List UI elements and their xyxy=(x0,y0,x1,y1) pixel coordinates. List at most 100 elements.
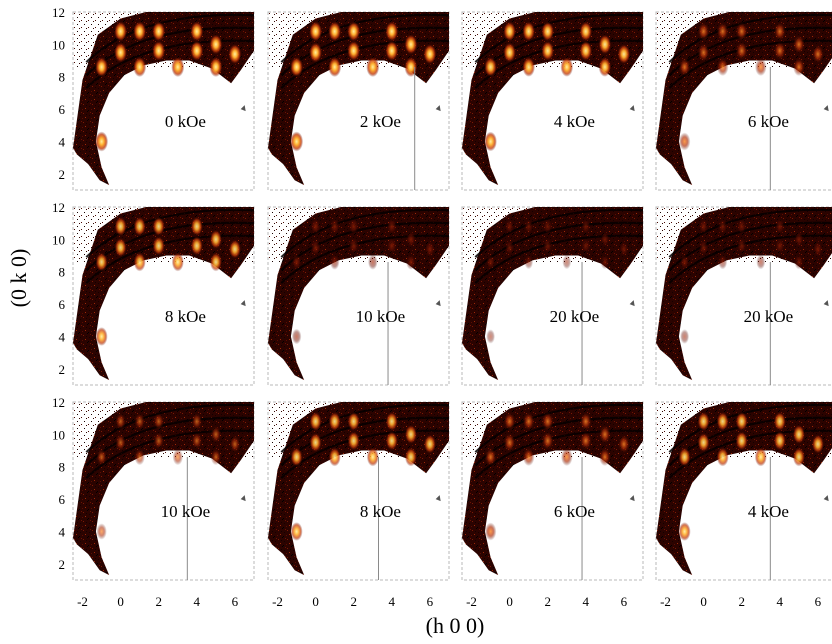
bragg-peak xyxy=(152,40,166,61)
bragg-peak xyxy=(328,412,341,431)
bragg-peak xyxy=(484,522,497,541)
panel: 0 kOe 2 4 6 8 10 12 xyxy=(52,5,255,191)
bragg-peak xyxy=(581,238,591,253)
x-tick-label: -2 xyxy=(272,594,283,609)
bragg-peak xyxy=(484,448,497,466)
bragg-peak xyxy=(290,447,303,467)
stray-spot xyxy=(823,300,829,307)
bragg-peak xyxy=(310,239,321,256)
bragg-peak xyxy=(348,238,359,254)
scan-arc xyxy=(668,208,832,258)
bragg-peak xyxy=(773,412,786,431)
bragg-peak xyxy=(385,21,399,42)
y-tick-label: 6 xyxy=(59,102,66,117)
x-tick-label: 0 xyxy=(312,594,319,609)
bragg-peak xyxy=(96,523,107,540)
bragg-peak xyxy=(171,57,185,77)
bragg-peak xyxy=(153,432,164,449)
bragg-peak xyxy=(114,21,128,42)
panel: 10 kOe 2 4 6 8 10 12 xyxy=(52,395,255,581)
y-tick-label: 10 xyxy=(52,232,65,247)
panel: 4 kOe xyxy=(461,11,644,191)
scan-arc xyxy=(85,403,254,453)
bragg-peak xyxy=(560,57,574,77)
bragg-peak xyxy=(716,22,729,41)
bragg-peak xyxy=(172,448,183,466)
bragg-peak xyxy=(209,34,223,55)
y-tick-label: 2 xyxy=(59,167,66,182)
stray-spot xyxy=(240,300,246,307)
bragg-peak xyxy=(406,231,416,248)
bragg-peak xyxy=(716,412,729,431)
bragg-peak xyxy=(95,57,109,77)
bragg-peak xyxy=(328,21,342,42)
y-tick-label: 8 xyxy=(59,70,66,85)
bragg-peak xyxy=(680,254,690,270)
x-tick-label: 4 xyxy=(583,594,590,609)
y-tick-label: 4 xyxy=(59,524,66,539)
scan-arc xyxy=(474,208,643,258)
scan-arc xyxy=(668,13,832,63)
bragg-peak xyxy=(735,22,748,41)
panel: 2 kOe xyxy=(267,11,450,191)
bragg-peak xyxy=(153,413,164,430)
x-tick-label: -2 xyxy=(466,594,477,609)
bragg-peak xyxy=(503,21,516,42)
bragg-peak xyxy=(423,434,436,454)
bragg-peak xyxy=(580,431,592,450)
bragg-peak xyxy=(678,447,691,467)
x-tick-label: 2 xyxy=(738,594,745,609)
stray-spot xyxy=(435,495,441,502)
y-tick-label: 2 xyxy=(59,362,66,377)
bragg-peak xyxy=(404,34,418,55)
bragg-peak xyxy=(385,412,398,431)
bragg-peak xyxy=(133,57,147,77)
y-tick-label: 8 xyxy=(59,460,66,475)
bragg-peak xyxy=(404,425,417,444)
x-axis-label: (h 0 0) xyxy=(426,613,485,638)
bragg-peak xyxy=(755,58,767,76)
bragg-peak xyxy=(152,236,165,256)
bragg-peak xyxy=(425,241,435,257)
bragg-peak xyxy=(309,42,323,63)
bragg-peak xyxy=(697,43,710,62)
bragg-peak xyxy=(114,238,127,257)
bragg-peak xyxy=(579,21,593,42)
x-tick-label: -2 xyxy=(77,594,88,609)
bragg-peak xyxy=(191,432,202,449)
bragg-peak xyxy=(406,254,416,270)
bragg-peak xyxy=(598,34,612,55)
bragg-peak xyxy=(387,218,397,235)
bragg-peak xyxy=(735,431,748,451)
bragg-peak xyxy=(133,252,146,272)
bragg-peak xyxy=(329,254,340,270)
bragg-peak xyxy=(95,252,108,272)
bragg-peak xyxy=(348,218,359,235)
y-tick-label: 6 xyxy=(59,492,66,507)
bragg-peak xyxy=(543,238,553,253)
bragg-peak xyxy=(210,426,222,443)
y-tick-label: 10 xyxy=(52,37,65,52)
bragg-peak xyxy=(775,238,785,254)
bragg-peak xyxy=(792,447,805,467)
bragg-peak xyxy=(541,412,554,431)
bragg-peak xyxy=(793,35,805,54)
bragg-peak xyxy=(310,218,321,235)
field-label: 4 kOe xyxy=(748,502,789,521)
bragg-peak xyxy=(599,448,611,466)
bragg-peak xyxy=(718,254,728,270)
panel: 4 kOe xyxy=(655,401,832,581)
field-label: 20 kOe xyxy=(550,307,600,326)
y-tick-label: 4 xyxy=(59,329,66,344)
bragg-peak xyxy=(716,447,729,467)
bragg-peak xyxy=(503,42,516,63)
panel: 6 kOe xyxy=(461,401,644,581)
bragg-peak xyxy=(209,252,222,272)
bragg-peak xyxy=(228,239,241,259)
panel: 20 kOe xyxy=(461,206,644,386)
field-label: 6 kOe xyxy=(554,502,595,521)
y-tick-label: 12 xyxy=(52,200,65,215)
bragg-peak xyxy=(328,447,341,467)
